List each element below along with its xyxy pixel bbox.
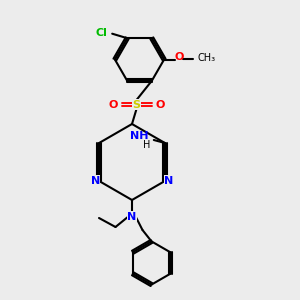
Text: O: O [109,100,118,110]
Text: N: N [164,176,173,186]
Text: N: N [91,176,100,186]
Text: CH₃: CH₃ [197,53,215,63]
Text: O: O [175,52,184,62]
Text: N: N [128,212,136,221]
Text: H: H [142,140,150,149]
Text: S: S [133,100,140,110]
Text: Cl: Cl [96,28,108,38]
Text: O: O [155,100,164,110]
Text: NH: NH [130,130,148,140]
